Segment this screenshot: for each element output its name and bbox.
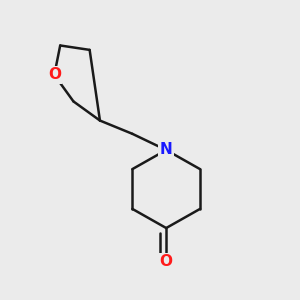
Text: O: O xyxy=(160,254,173,269)
Text: O: O xyxy=(48,68,61,82)
Text: N: N xyxy=(160,142,172,158)
